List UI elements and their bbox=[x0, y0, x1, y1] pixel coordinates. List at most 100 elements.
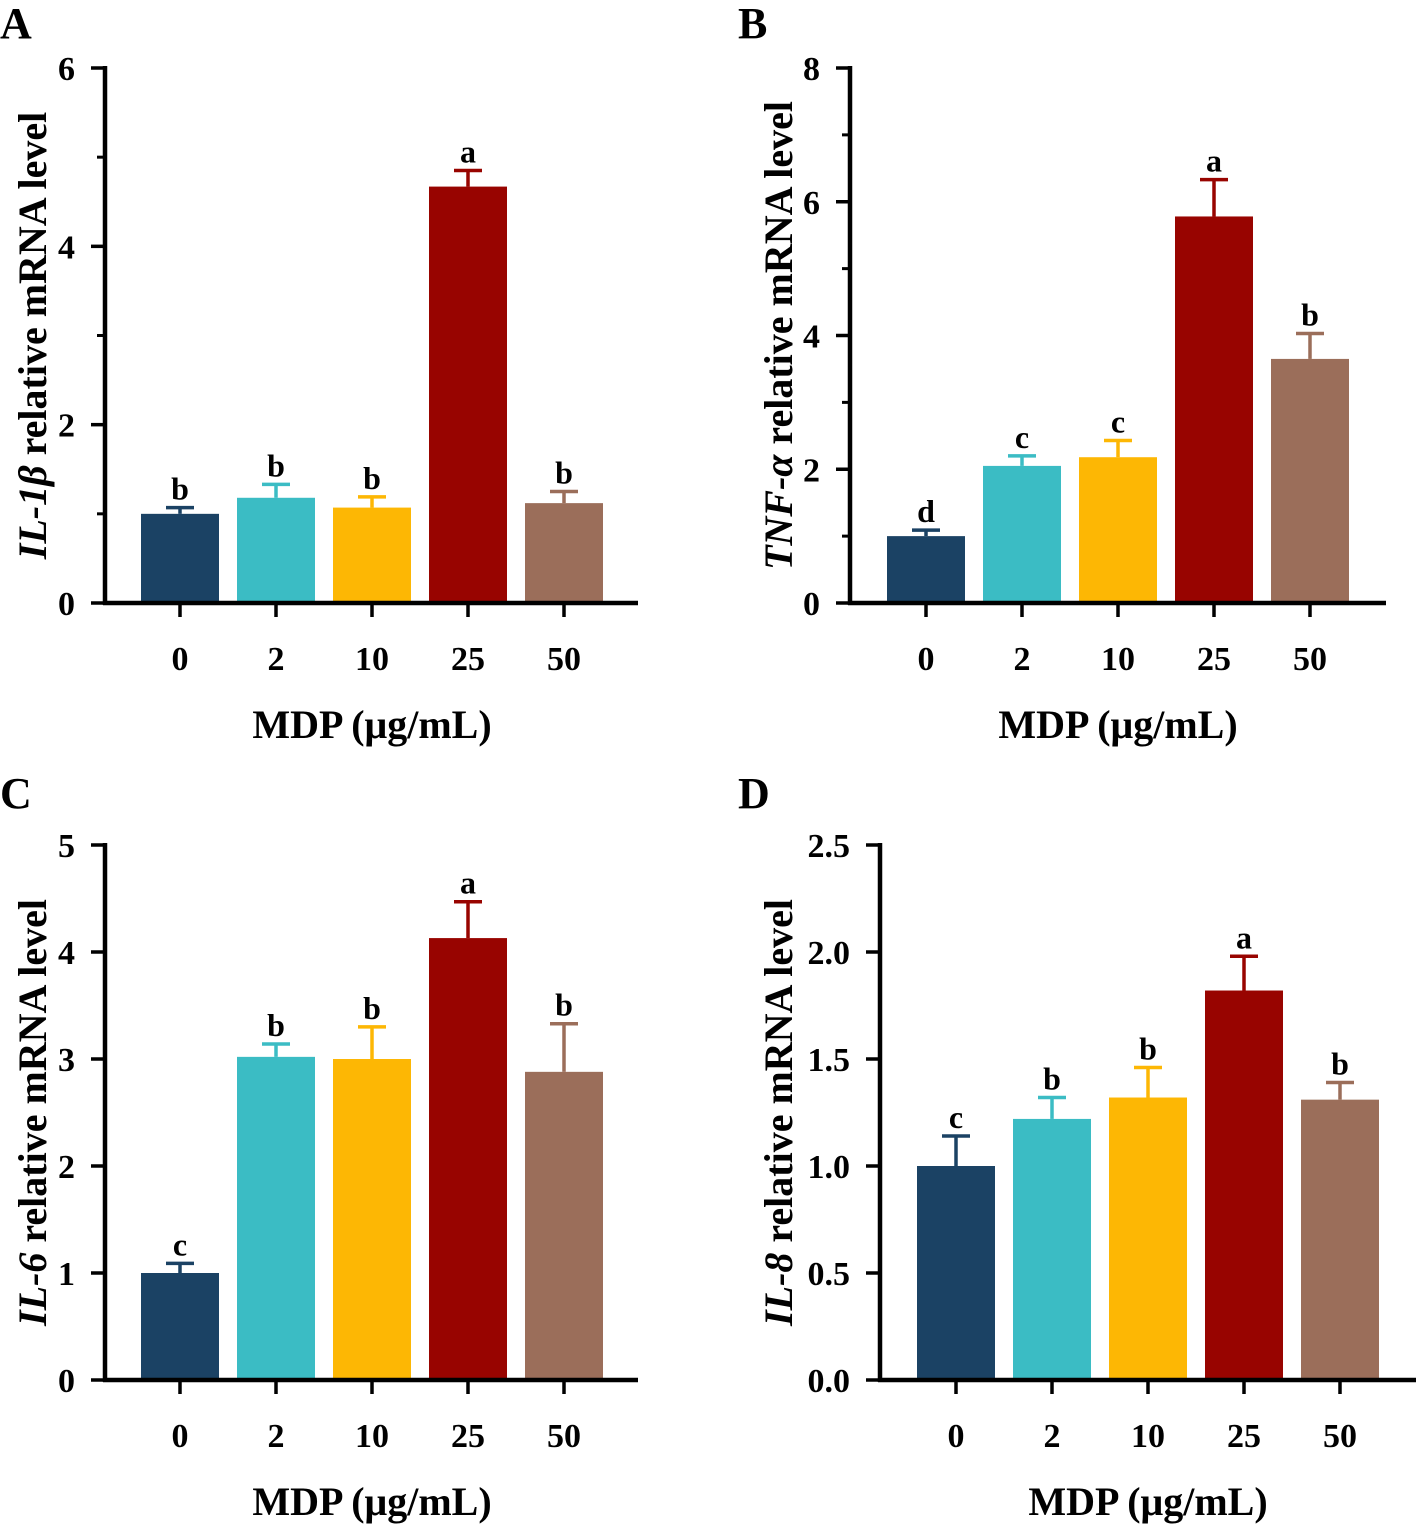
significance-label: b bbox=[267, 1007, 285, 1043]
y-tick-label: 4 bbox=[58, 229, 75, 266]
bar bbox=[333, 1059, 411, 1380]
x-tick-label: 10 bbox=[355, 641, 389, 678]
y-axis-title-rest: relative mRNA level bbox=[756, 101, 801, 455]
bar bbox=[917, 1166, 995, 1380]
x-tick-label: 10 bbox=[355, 1418, 389, 1455]
panel-letter: D bbox=[738, 769, 770, 818]
bar bbox=[333, 507, 411, 603]
bar bbox=[1013, 1118, 1091, 1380]
bar bbox=[237, 497, 315, 603]
bar bbox=[1205, 990, 1283, 1380]
significance-label: b bbox=[555, 455, 573, 491]
x-tick-label: 2 bbox=[268, 641, 285, 678]
x-axis-title: MDP (μg/mL) bbox=[1028, 1479, 1267, 1524]
significance-label: a bbox=[460, 134, 476, 170]
bar bbox=[1175, 216, 1253, 603]
y-tick-label: 2 bbox=[803, 452, 820, 489]
significance-label: c bbox=[1015, 419, 1029, 455]
y-tick-label: 0.0 bbox=[808, 1363, 851, 1400]
y-tick-label: 2 bbox=[58, 408, 75, 445]
x-tick-label: 0 bbox=[172, 1418, 189, 1455]
significance-label: a bbox=[460, 865, 476, 901]
y-tick-label: 0 bbox=[803, 586, 820, 623]
panel-letter: A bbox=[0, 0, 32, 48]
significance-label: b bbox=[1139, 1031, 1157, 1067]
bar bbox=[429, 938, 507, 1380]
x-tick-label: 50 bbox=[1293, 641, 1327, 678]
y-axis-title-rest: relative mRNA level bbox=[10, 112, 55, 466]
y-tick-label: 1 bbox=[58, 1256, 75, 1293]
y-axis-title: IL-1β relative mRNA level bbox=[10, 112, 55, 560]
y-tick-label: 2 bbox=[58, 1149, 75, 1186]
y-tick-label: 0.5 bbox=[808, 1256, 851, 1293]
x-tick-label: 50 bbox=[547, 641, 581, 678]
y-axis-title-gene: IL-6 bbox=[10, 1253, 55, 1327]
y-tick-label: 5 bbox=[58, 828, 75, 865]
y-tick-label: 1.5 bbox=[808, 1042, 851, 1079]
y-axis-title: TNF-α relative mRNA level bbox=[756, 101, 801, 570]
significance-label: b bbox=[363, 990, 381, 1026]
bar bbox=[983, 465, 1061, 603]
x-axis-title: MDP (μg/mL) bbox=[998, 702, 1237, 747]
significance-label: a bbox=[1206, 143, 1222, 179]
x-axis-title: MDP (μg/mL) bbox=[252, 1479, 491, 1524]
bar bbox=[887, 536, 965, 603]
bar bbox=[525, 1071, 603, 1380]
y-axis-title-gene: TNF-α bbox=[756, 454, 801, 570]
y-axis-title: IL-6 relative mRNA level bbox=[10, 899, 55, 1327]
x-tick-label: 2 bbox=[268, 1418, 285, 1455]
panel-letter: C bbox=[0, 769, 32, 818]
y-axis-title: IL-8 relative mRNA level bbox=[756, 899, 801, 1327]
y-tick-label: 2.5 bbox=[808, 828, 851, 865]
x-tick-label: 0 bbox=[918, 641, 935, 678]
y-tick-label: 8 bbox=[803, 51, 820, 88]
significance-label: b bbox=[363, 460, 381, 496]
x-tick-label: 2 bbox=[1044, 1418, 1061, 1455]
significance-label: c bbox=[949, 1099, 963, 1135]
y-tick-label: 6 bbox=[803, 185, 820, 222]
y-tick-label: 4 bbox=[58, 935, 75, 972]
significance-label: b bbox=[1043, 1061, 1061, 1097]
significance-label: d bbox=[917, 493, 935, 529]
x-tick-label: 50 bbox=[1323, 1418, 1357, 1455]
significance-label: b bbox=[171, 471, 189, 507]
x-tick-label: 25 bbox=[451, 1418, 485, 1455]
x-tick-label: 50 bbox=[547, 1418, 581, 1455]
bar bbox=[237, 1056, 315, 1380]
y-axis-title-gene: IL-8 bbox=[756, 1253, 801, 1327]
x-tick-label: 25 bbox=[451, 641, 485, 678]
y-axis-title-rest: relative mRNA level bbox=[756, 899, 801, 1253]
x-tick-label: 10 bbox=[1101, 641, 1135, 678]
y-tick-label: 0 bbox=[58, 586, 75, 623]
y-axis-title-rest: relative mRNA level bbox=[10, 899, 55, 1253]
y-tick-label: 6 bbox=[58, 51, 75, 88]
x-tick-label: 0 bbox=[172, 641, 189, 678]
x-tick-label: 25 bbox=[1197, 641, 1231, 678]
significance-label: b bbox=[267, 447, 285, 483]
y-axis-title-gene: IL-1β bbox=[10, 465, 55, 560]
panel-letter: B bbox=[738, 0, 767, 48]
bar bbox=[1271, 358, 1349, 603]
significance-label: c bbox=[1111, 403, 1125, 439]
significance-label: b bbox=[1331, 1046, 1349, 1082]
y-tick-label: 0 bbox=[58, 1363, 75, 1400]
bar bbox=[141, 1273, 219, 1380]
bar bbox=[1109, 1097, 1187, 1380]
x-tick-label: 10 bbox=[1131, 1418, 1165, 1455]
x-tick-label: 25 bbox=[1227, 1418, 1261, 1455]
bar bbox=[1079, 457, 1157, 603]
significance-label: c bbox=[173, 1226, 187, 1262]
bar bbox=[1301, 1099, 1379, 1380]
y-tick-label: 3 bbox=[58, 1042, 75, 1079]
x-axis-title: MDP (μg/mL) bbox=[252, 702, 491, 747]
bar bbox=[429, 186, 507, 603]
bar bbox=[141, 513, 219, 603]
significance-label: b bbox=[1301, 296, 1319, 332]
x-tick-label: 0 bbox=[948, 1418, 965, 1455]
y-tick-label: 4 bbox=[803, 319, 820, 356]
